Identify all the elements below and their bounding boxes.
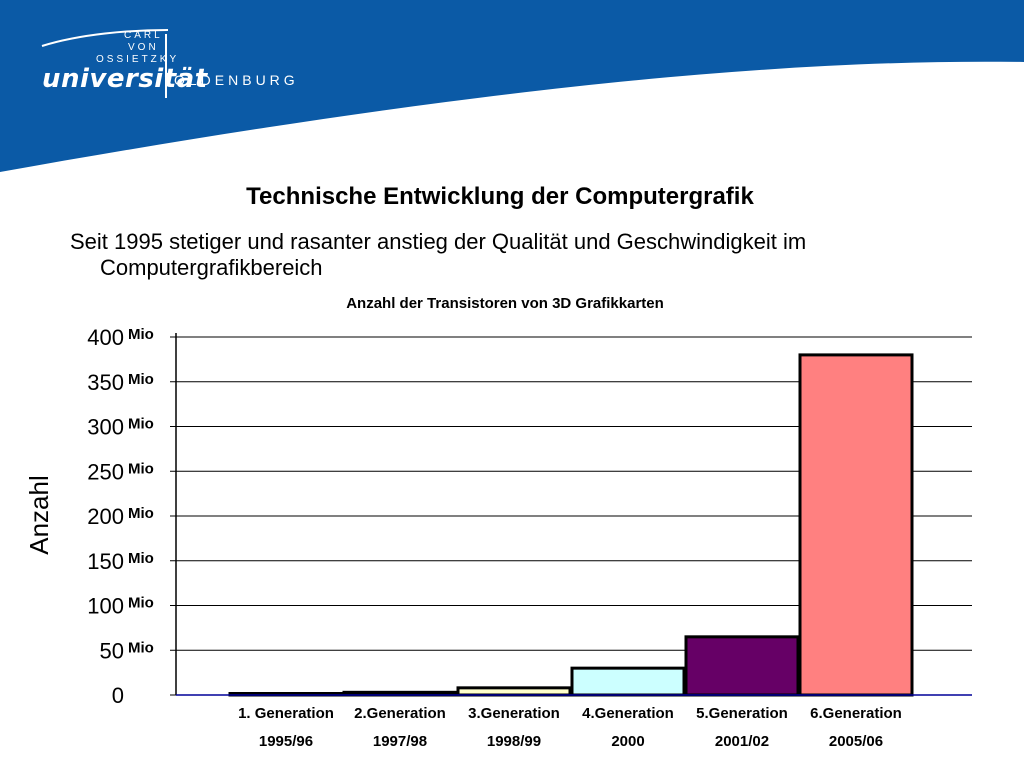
x-tick-label-generation: 3.Generation [468,705,560,722]
y-tick-unit: Mio [128,460,154,477]
logo-text-von: VON [128,42,159,53]
y-tick-label: 350 [87,370,124,395]
logo-text-oldenburg: OLDENBURG [174,72,299,88]
logo-arc [41,29,169,47]
x-tick-label-year: 2005/06 [829,733,883,750]
y-tick-unit: Mio [128,371,154,388]
x-tick-label-generation: 4.Generation [582,705,674,722]
y-tick-label: 200 [87,504,124,529]
y-tick-unit: Mio [128,639,154,656]
slide-title: Technische Entwicklung der Computergrafi… [246,183,754,210]
logo-text-universitaet: universität [42,64,208,94]
y-tick-label: 50 [100,638,124,663]
y-tick-unit: Mio [128,550,154,567]
x-tick-label-year: 2000 [611,733,644,750]
x-tick-label-generation: 6.Generation [810,705,902,722]
y-tick-label: 300 [87,415,124,440]
x-tick-label-year: 1997/98 [373,733,427,750]
x-tick-labels: 1. Generation 1995/96 2.Generation 1997/98 3… [238,705,902,750]
bar [456,686,572,697]
chart-title: Anzahl der Transistoren von 3D Grafikkar… [346,295,664,312]
x-tick-label-year: 1995/96 [259,733,313,750]
x-tick-label-generation: 5.Generation [696,705,788,722]
x-tick-label-year: 1998/99 [487,733,541,750]
logo-text-ossietzky: OSSIETZKY [96,54,180,65]
header-banner [0,0,1024,172]
x-tick-label-generation: 2.Generation [354,705,446,722]
slide-text: Seit 1995 stetiger und rasanter anstieg … [70,229,807,280]
banner-shape [0,0,1024,172]
bar [798,353,914,697]
university-logo: CARL VON OSSIETZKY universität OLDENBURG [30,28,320,108]
x-tick-label-generation: 1. Generation [238,705,334,722]
bar [684,635,800,697]
bars [228,353,914,697]
y-tick-label: 0 [112,683,124,708]
transistor-chart: Anzahl der Transistoren von 3D Grafikkar… [24,295,972,750]
logo-text-carl: CARL [124,30,163,41]
logo-divider [165,34,167,98]
y-tick-label: 150 [87,549,124,574]
y-tick-unit: Mio [128,326,154,343]
x-tick-label-year: 2001/02 [715,733,769,750]
y-tick-label: 100 [87,594,124,619]
y-tick-label: 400 [87,325,124,350]
y-axis-label: Anzahl [24,475,54,555]
y-tick-unit: Mio [128,595,154,612]
bar [570,666,686,697]
y-tick-label: 250 [87,459,124,484]
y-tick-unit: Mio [128,505,154,522]
y-tick-unit: Mio [128,416,154,433]
